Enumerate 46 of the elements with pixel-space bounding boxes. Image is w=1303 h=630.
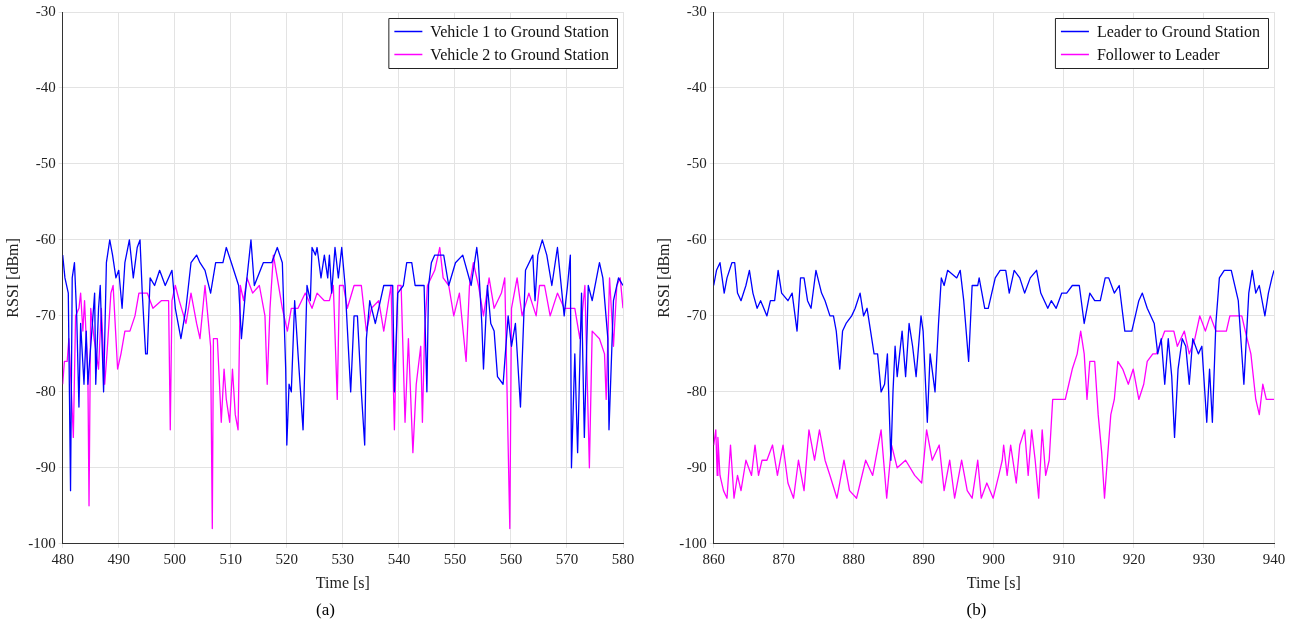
y-tick-label: -100 [679, 534, 707, 551]
y-tick-label: -90 [686, 458, 707, 475]
legend-label: Follower to Leader [1096, 45, 1221, 63]
x-tick-label: 870 [772, 550, 795, 567]
x-tick-label: 500 [163, 550, 187, 567]
x-tick-label: 570 [555, 550, 579, 567]
x-tick-label: 880 [842, 550, 866, 567]
y-tick-label: -70 [686, 306, 707, 323]
x-tick-label: 520 [275, 550, 299, 567]
y-tick-label: -100 [28, 534, 56, 551]
y-tick-label: -80 [686, 382, 707, 399]
x-tick-label: 860 [702, 550, 725, 567]
y-tick-label: -60 [35, 230, 56, 247]
x-tick-label: 480 [51, 550, 74, 567]
legend-label: Vehicle 2 to Ground Station [430, 45, 609, 63]
y-axis-title: RSSI [dBm] [654, 238, 672, 318]
y-tick-label: -80 [35, 382, 56, 399]
y-tick-label: -90 [35, 458, 56, 475]
text: (b) [965, 600, 988, 620]
y-tick-label: -40 [35, 78, 56, 95]
y-tick-label: -30 [35, 2, 56, 19]
x-tick-label: 890 [912, 550, 936, 567]
x-tick-label: 920 [1122, 550, 1146, 567]
y-tick-label: -30 [686, 2, 707, 19]
x-axis-title: Time [s] [315, 573, 370, 591]
x-tick-label: 560 [499, 550, 523, 567]
y-tick-label: -50 [35, 154, 56, 171]
y-tick-label: -70 [35, 306, 56, 323]
legend-label: Leader to Ground Station [1096, 22, 1261, 40]
y-tick-label: -50 [686, 154, 707, 171]
x-tick-label: 490 [107, 550, 130, 567]
x-tick-label: 930 [1192, 550, 1216, 567]
x-tick-label: 540 [387, 550, 411, 567]
x-axis-title: Time [s] [966, 573, 1021, 591]
legend-label: Vehicle 1 to Ground Station [430, 22, 609, 40]
x-tick-label: 550 [443, 550, 467, 567]
text: (a) [315, 600, 336, 620]
x-tick-label: 510 [219, 550, 243, 567]
x-tick-label: 900 [982, 550, 1006, 567]
x-tick-label: 910 [1052, 550, 1076, 567]
y-axis-title: RSSI [dBm] [3, 238, 21, 318]
x-tick-label: 940 [1262, 550, 1286, 567]
y-tick-label: -60 [686, 230, 707, 247]
y-tick-label: -40 [686, 78, 707, 95]
x-tick-label: 580 [611, 550, 635, 567]
x-tick-label: 530 [331, 550, 355, 567]
